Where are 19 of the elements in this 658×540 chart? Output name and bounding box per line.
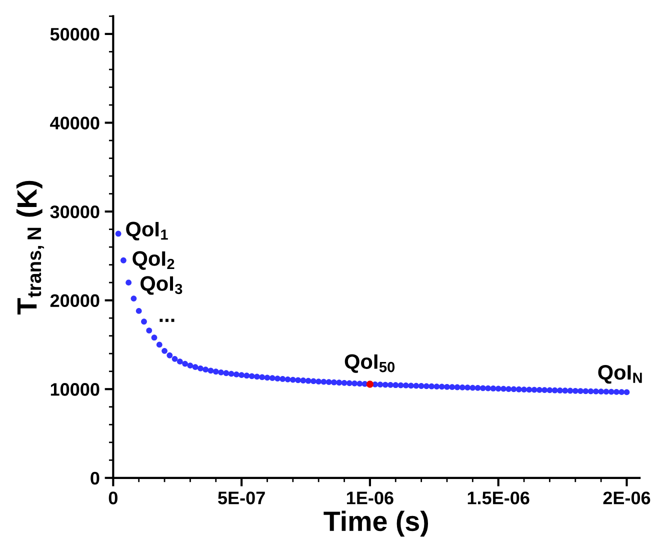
annotation: QoI$_{1}$ — [126, 222, 168, 240]
annotation: QoI$_{N}$ — [598, 364, 642, 384]
y-tick-label: 0 — [90, 472, 100, 485]
y-axis-title: T$_{trans,N}$ (K) — [16, 180, 44, 315]
x-tick-label: 1E-06 — [347, 492, 394, 504]
y-tick-label: 40000 — [50, 116, 100, 130]
x-tick-label: 0 — [108, 492, 118, 504]
x-axis-title: Time (s) — [324, 510, 428, 537]
annotation: ... — [160, 318, 174, 322]
y-tick-label: 30000 — [50, 205, 100, 218]
annotation: QoI$_{50}$ — [344, 354, 395, 373]
y-tick-label: 50000 — [50, 28, 100, 41]
x-tick-label: 1.5E-06 — [468, 492, 530, 504]
annotation: QoI$_{2}$ — [132, 251, 174, 270]
x-tick-label: 2E-06 — [603, 492, 650, 504]
y-tick-label: 20000 — [50, 294, 100, 308]
x-tick-label: 5E-07 — [218, 492, 265, 504]
y-tick-label: 10000 — [50, 383, 100, 396]
annotation: QoI$_{3}$ — [140, 276, 182, 295]
